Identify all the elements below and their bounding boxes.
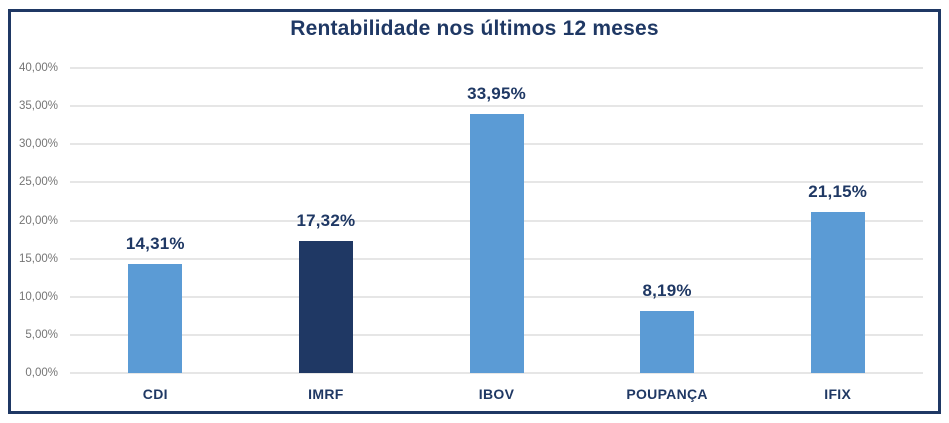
category-label: IMRF	[308, 386, 344, 402]
bar-value-label: 17,32%	[296, 210, 356, 230]
category-label: IFIX	[824, 386, 852, 402]
category-label: CDI	[142, 386, 168, 402]
y-axis-tick-label: 0,00%	[25, 367, 58, 379]
bar-ibov	[469, 114, 524, 373]
y-axis-tick-label: 10,00%	[18, 290, 58, 303]
y-axis-tick-label: 40,00%	[18, 62, 58, 74]
bar-cdi	[128, 263, 183, 373]
chart-title: Rentabilidade nos últimos 12 meses	[290, 17, 659, 40]
y-axis-tick-label: 5,00%	[25, 328, 58, 341]
bar-value-label: 33,95%	[467, 84, 526, 104]
bar-value-label: 21,15%	[808, 181, 868, 201]
bar-imrf	[298, 240, 353, 373]
category-label: IBOV	[478, 386, 515, 402]
y-axis-tick-label: 15,00%	[18, 252, 58, 265]
bar-poupança	[640, 310, 695, 373]
y-axis-tick-label: 25,00%	[18, 176, 58, 189]
bar-value-label: 14,31%	[125, 233, 185, 253]
gridline	[70, 105, 923, 108]
y-axis-tick-label: 20,00%	[18, 214, 58, 227]
y-axis-tick-label: 35,00%	[18, 100, 58, 113]
bar-ifix	[810, 211, 865, 373]
category-label: POUPANÇA	[626, 386, 708, 402]
gridline	[70, 372, 923, 374]
gridline	[70, 67, 923, 69]
bar-value-label: 8,19%	[642, 280, 692, 300]
y-axis-tick-label: 30,00%	[18, 138, 58, 151]
